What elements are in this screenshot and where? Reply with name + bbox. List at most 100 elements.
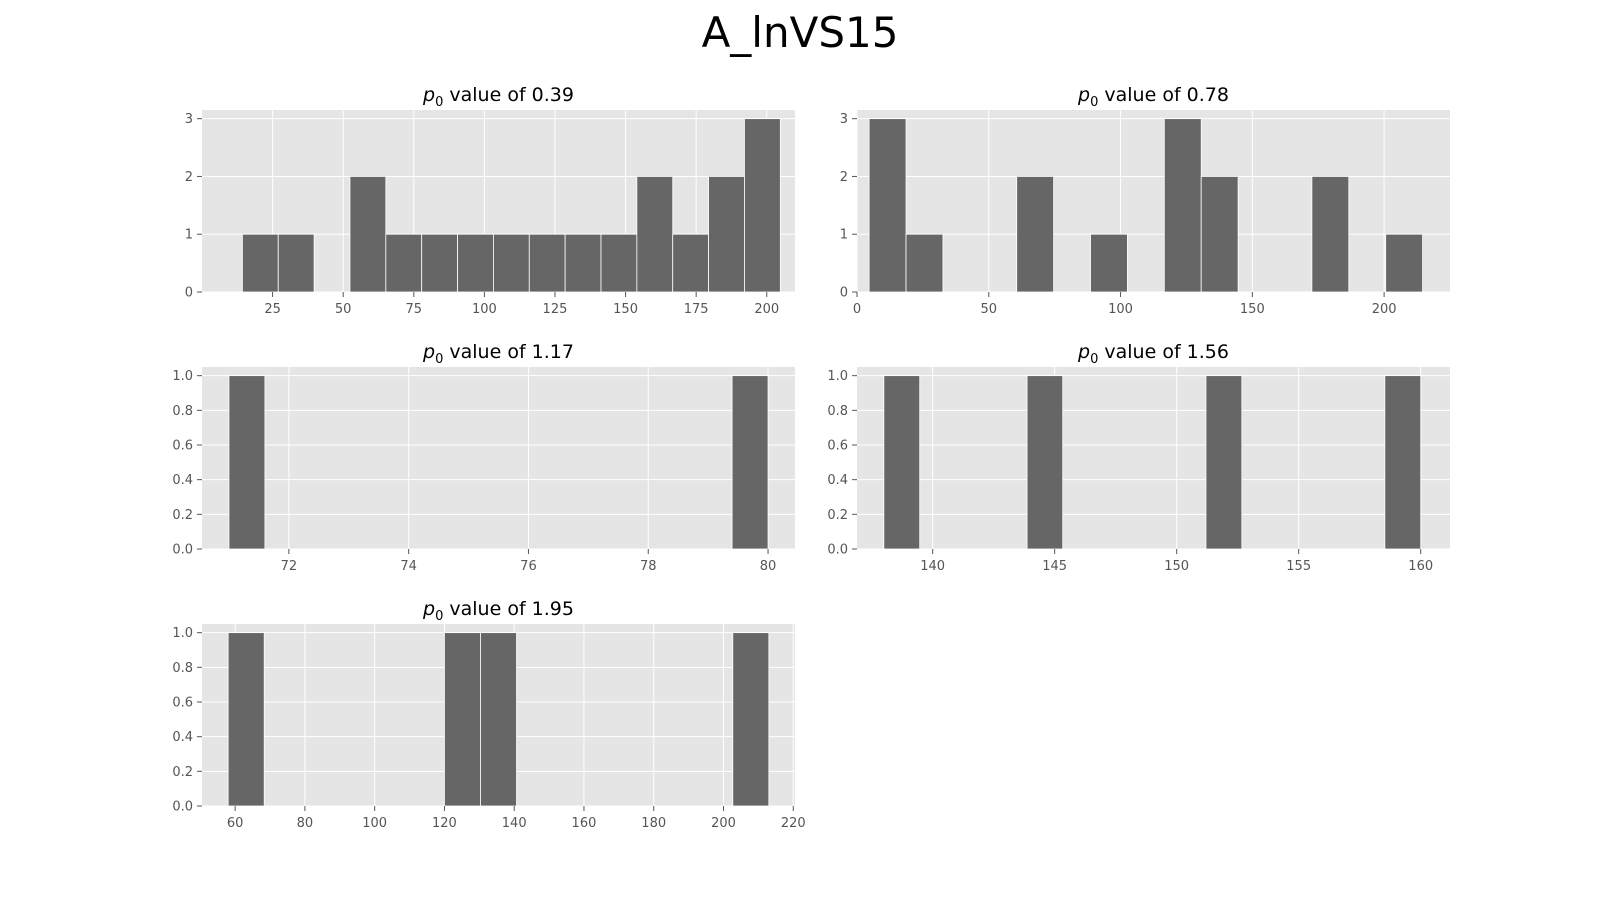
x-tick-label: 100 xyxy=(362,816,387,831)
histogram-bar xyxy=(1385,233,1423,293)
x-tick-label: 80 xyxy=(297,816,314,831)
x-tick-label: 78 xyxy=(640,559,657,574)
figure-title: A_lnVS15 xyxy=(701,8,899,57)
histogram-bar xyxy=(883,375,921,550)
x-tick-label: 80 xyxy=(760,559,777,574)
y-tick-label: 1 xyxy=(185,228,193,243)
x-tick-label: 200 xyxy=(754,302,779,317)
y-tick-label: 3 xyxy=(185,112,193,127)
y-tick-label: 0.6 xyxy=(172,696,193,711)
y-tick-label: 0.2 xyxy=(172,765,193,780)
histogram-bar xyxy=(868,118,907,293)
histogram-bar xyxy=(1163,118,1202,293)
histogram-bar xyxy=(480,632,517,807)
histogram-bar xyxy=(1205,375,1243,550)
histogram-bar xyxy=(444,632,481,807)
x-tick-label: 155 xyxy=(1286,559,1311,574)
histogram-bar xyxy=(349,176,387,293)
histogram-bar xyxy=(227,632,265,807)
x-tick-label: 60 xyxy=(227,816,244,831)
x-tick-label: 25 xyxy=(264,302,281,317)
x-tick-label: 50 xyxy=(981,302,998,317)
x-tick-label: 100 xyxy=(472,302,497,317)
y-tick-label: 0.2 xyxy=(172,508,193,523)
y-tick-label: 0.0 xyxy=(827,543,848,558)
subplot-title: p0 value of 1.56 xyxy=(1077,341,1229,367)
histogram-bar xyxy=(228,375,266,550)
histogram-bar xyxy=(493,233,530,293)
subplot-title: p0 value of 0.39 xyxy=(422,84,574,110)
subplot-title: p0 value of 0.78 xyxy=(1077,84,1229,110)
histogram-bar xyxy=(636,176,674,293)
histogram-bar xyxy=(744,118,781,293)
histogram-bar xyxy=(1016,176,1055,293)
x-tick-label: 75 xyxy=(406,302,423,317)
histogram-bar xyxy=(528,233,566,293)
y-tick-label: 2 xyxy=(840,170,848,185)
histogram-bar xyxy=(732,632,770,807)
x-tick-label: 74 xyxy=(400,559,417,574)
y-tick-label: 0.0 xyxy=(172,800,193,815)
y-tick-label: 2 xyxy=(185,170,193,185)
subplot-4: 0.0 0.2 0.4 0.6 0.8 1.0 140 145 150 155 160 p0 valu… xyxy=(827,341,1450,574)
y-tick-label: 0.6 xyxy=(827,439,848,454)
histogram-bar xyxy=(1090,233,1128,293)
x-tick-label: 125 xyxy=(543,302,568,317)
histogram-bar xyxy=(457,233,494,293)
plot-area xyxy=(857,110,1450,292)
subplot-2: 0 1 2 3 0 50 100 150 200 p0 value of 0.78 xyxy=(840,84,1450,317)
x-tick-label: 175 xyxy=(684,302,709,317)
y-tick-label: 0.0 xyxy=(172,543,193,558)
x-tick-label: 200 xyxy=(1372,302,1397,317)
subplot-title: p0 value of 1.95 xyxy=(422,598,574,624)
y-tick-label: 0.6 xyxy=(172,439,193,454)
y-tick-label: 0.4 xyxy=(172,473,193,488)
y-tick-label: 1 xyxy=(840,228,848,243)
histogram-bar xyxy=(385,233,423,293)
histogram-bar xyxy=(1200,176,1239,293)
histogram-bar xyxy=(1026,375,1064,550)
y-tick-label: 0.8 xyxy=(827,404,848,419)
x-tick-label: 120 xyxy=(432,816,457,831)
x-tick-label: 150 xyxy=(613,302,638,317)
histogram-bar xyxy=(241,233,279,293)
histogram-bar xyxy=(1384,375,1422,550)
x-tick-label: 50 xyxy=(335,302,352,317)
y-tick-label: 0.8 xyxy=(172,661,193,676)
y-tick-label: 0.4 xyxy=(827,473,848,488)
x-tick-label: 72 xyxy=(281,559,298,574)
x-tick-label: 140 xyxy=(502,816,527,831)
y-tick-label: 0 xyxy=(840,286,848,301)
subplot-1: 0 1 2 3 25 50 75 100 125 150 175 200 p0 value of 0.3… xyxy=(185,84,795,317)
histogram-bar xyxy=(1311,176,1350,293)
histogram-bar xyxy=(672,233,709,293)
x-tick-label: 150 xyxy=(1164,559,1189,574)
y-tick-label: 0.2 xyxy=(827,508,848,523)
y-tick-label: 0.4 xyxy=(172,730,193,745)
x-tick-label: 160 xyxy=(1408,559,1433,574)
y-tick-label: 0 xyxy=(185,286,193,301)
subplot-3: 0.0 0.2 0.4 0.6 0.8 1.0 72 74 76 78 80 p0 value of … xyxy=(172,341,795,574)
y-tick-label: 1.0 xyxy=(172,369,193,384)
histogram-bar xyxy=(708,176,745,293)
histogram-bar xyxy=(421,233,458,293)
y-tick-label: 3 xyxy=(840,112,848,127)
x-tick-label: 100 xyxy=(1108,302,1133,317)
x-tick-label: 220 xyxy=(781,816,806,831)
histogram-bar xyxy=(564,233,602,293)
histogram-bar xyxy=(277,233,315,293)
histogram-bar xyxy=(600,233,638,293)
x-tick-label: 200 xyxy=(711,816,736,831)
plot-area xyxy=(857,367,1450,549)
plot-area xyxy=(202,367,795,549)
y-tick-label: 1.0 xyxy=(172,626,193,641)
y-tick-label: 1.0 xyxy=(827,369,848,384)
x-tick-label: 160 xyxy=(572,816,597,831)
x-tick-label: 180 xyxy=(641,816,666,831)
subplot-title: p0 value of 1.17 xyxy=(422,341,574,367)
x-tick-label: 145 xyxy=(1042,559,1067,574)
histogram-bar xyxy=(731,375,769,550)
histogram-bar xyxy=(905,233,944,293)
